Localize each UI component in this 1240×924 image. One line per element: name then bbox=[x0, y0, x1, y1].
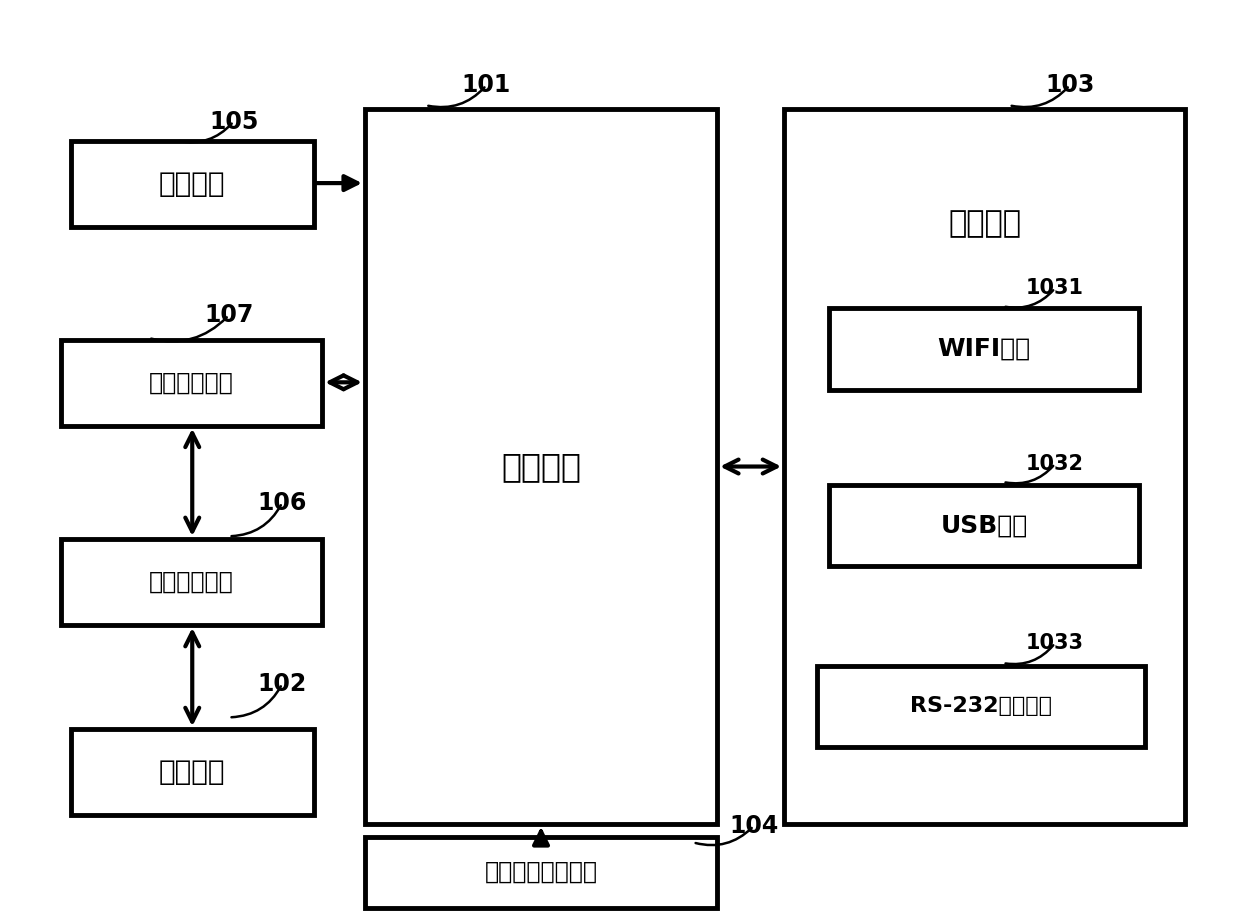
Text: 主控模块: 主控模块 bbox=[501, 450, 582, 483]
Text: 102: 102 bbox=[258, 672, 306, 696]
Text: 1032: 1032 bbox=[1025, 454, 1084, 474]
Text: 106: 106 bbox=[258, 491, 306, 515]
Text: USB电路: USB电路 bbox=[940, 514, 1028, 538]
Text: 107: 107 bbox=[205, 303, 253, 327]
Text: 天线模块: 天线模块 bbox=[159, 758, 226, 786]
FancyBboxPatch shape bbox=[830, 484, 1138, 566]
FancyBboxPatch shape bbox=[365, 109, 717, 824]
Text: 105: 105 bbox=[208, 110, 258, 134]
Text: 1031: 1031 bbox=[1025, 278, 1084, 298]
Text: WIFI电路: WIFI电路 bbox=[937, 337, 1030, 360]
Text: RS-232串口电路: RS-232串口电路 bbox=[910, 697, 1052, 716]
Text: 104: 104 bbox=[729, 814, 779, 838]
Text: 通讯模块: 通讯模块 bbox=[949, 209, 1021, 237]
FancyBboxPatch shape bbox=[61, 340, 322, 426]
FancyBboxPatch shape bbox=[61, 539, 322, 625]
Text: 范围扩展模块: 范围扩展模块 bbox=[149, 570, 234, 594]
Text: 采集信号输入模块: 采集信号输入模块 bbox=[485, 860, 598, 884]
FancyBboxPatch shape bbox=[71, 729, 314, 815]
Text: 电源模块: 电源模块 bbox=[159, 169, 226, 198]
FancyBboxPatch shape bbox=[365, 837, 717, 907]
Text: 1033: 1033 bbox=[1025, 633, 1084, 653]
FancyBboxPatch shape bbox=[830, 308, 1138, 390]
Text: 101: 101 bbox=[461, 73, 511, 97]
FancyBboxPatch shape bbox=[817, 665, 1145, 748]
Text: 匹配滤波单元: 匹配滤波单元 bbox=[149, 371, 234, 395]
FancyBboxPatch shape bbox=[784, 109, 1185, 824]
FancyBboxPatch shape bbox=[71, 140, 314, 226]
Text: 103: 103 bbox=[1045, 73, 1095, 97]
